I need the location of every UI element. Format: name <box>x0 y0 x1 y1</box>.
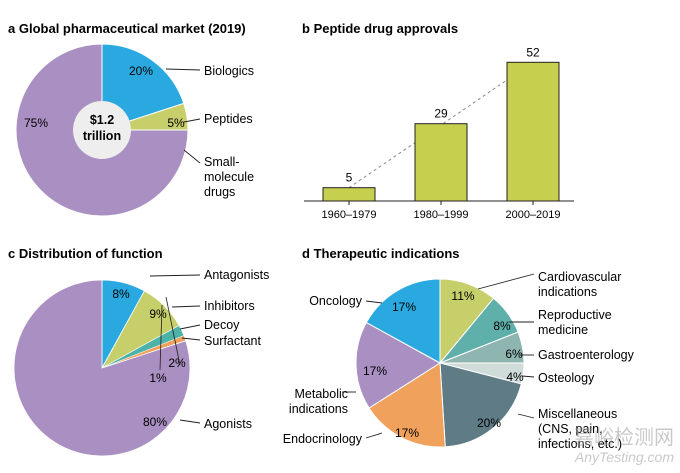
bar-b-category-label-2: 1980–1999 <box>413 209 468 221</box>
pie-d-pct-osteology: 4% <box>506 370 524 384</box>
pie-a-pct-small-molecule: 75% <box>24 116 48 130</box>
label-a-small-molecule-3: drugs <box>204 185 235 199</box>
leader-a-peptides <box>183 118 201 123</box>
label-d-gastroenterology: Gastroenterology <box>538 348 635 362</box>
bar-b-value-label-2: 29 <box>434 107 448 121</box>
panel-a: a Global pharmaceutical market (2019) $1… <box>8 21 254 217</box>
pie-d-pct-metabolic: 17% <box>363 364 387 378</box>
bar-b-2 <box>414 123 468 202</box>
label-d-reproductive-2: medicine <box>538 323 588 337</box>
leader-a-small-molecule <box>183 149 201 164</box>
label-d-metabolic-1: Metabolic <box>295 387 349 401</box>
pie-a-center-value: $1.2 <box>90 113 114 127</box>
pie-d-slice-endocrinology <box>368 362 446 448</box>
label-c-inhibitors: Inhibitors <box>204 299 255 313</box>
bar-b-tick-marks: 1960–1979 1980–1999 2000–2019 <box>321 201 561 221</box>
label-a-biologics: Biologics <box>204 64 254 78</box>
pie-d-pct-gastroenterology: 6% <box>505 347 523 361</box>
panel-a-title: a Global pharmaceutical market (2019) <box>8 21 246 36</box>
leader-d-cardiovascular <box>477 273 535 290</box>
leader-d-endocrinology <box>365 432 383 439</box>
label-d-miscellaneous-3: infections, etc.) <box>538 437 622 451</box>
panel-d: d Therapeutic indications 11% 8% 6% 4% 2… <box>283 246 635 451</box>
panel-b: b Peptide drug approvals 5 29 52 1960–1979… <box>302 21 574 221</box>
pie-a-pct-biologics: 20% <box>129 64 153 78</box>
label-a-small-molecule-2: molecule <box>204 170 254 184</box>
pie-a-center-unit: trillion <box>83 129 121 143</box>
pie-d-slice-metabolic <box>355 321 441 409</box>
label-d-miscellaneous-2: (CNS, pain, <box>538 422 603 436</box>
bar-b-value-label-3: 52 <box>526 45 540 59</box>
panel-c-pie: 8% 9% 2% 1% 80% <box>13 279 191 457</box>
label-c-surfactant: Surfactant <box>204 334 262 348</box>
leader-c-decoy-pct <box>165 296 181 366</box>
label-d-cardiovascular-1: Cardiovascular <box>538 270 621 284</box>
label-c-antagonists: Antagonists <box>204 268 269 282</box>
bar-b-3 <box>506 61 560 202</box>
label-d-osteology: Osteology <box>538 371 595 385</box>
label-a-small-molecule-1: Small- <box>204 155 239 169</box>
pie-c-pct-decoy: 2% <box>168 356 186 370</box>
leader-d-miscellaneous <box>517 413 535 419</box>
bar-b-marks: 5 29 52 <box>322 45 560 202</box>
label-a-peptides: Peptides <box>204 112 253 126</box>
pie-d-pct-miscellaneous: 20% <box>477 416 501 430</box>
pie-a-slice-biologics <box>101 43 185 131</box>
leader-c-surfactant <box>181 337 201 341</box>
leader-c-surfactant-pct <box>159 304 163 371</box>
leader-c-agonists <box>179 419 201 424</box>
leader-a-biologics <box>165 68 201 71</box>
label-d-cardiovascular-2: indications <box>538 285 597 299</box>
leader-c-antagonists <box>149 274 201 277</box>
panel-d-pie: 11% 8% 6% 4% 20% 17% 17% 17% <box>355 278 525 448</box>
leader-d-osteology <box>521 375 535 378</box>
leader-c-inhibitors <box>171 305 201 308</box>
bar-b-category-label-1: 1960–1979 <box>321 209 376 221</box>
bar-b-value-label-1: 5 <box>346 171 353 185</box>
label-d-miscellaneous-1: Miscellaneous <box>538 407 617 421</box>
bar-b-trend-line <box>348 61 534 189</box>
leader-c-decoy <box>179 324 201 330</box>
panel-b-title: b Peptide drug approvals <box>302 21 458 36</box>
pie-d-slice-oncology <box>365 278 441 364</box>
leader-d-oncology <box>365 300 383 304</box>
watermark: 嘉峪检测网 AnyTesting.com <box>574 426 674 465</box>
panel-c-title: c Distribution of function <box>8 246 163 261</box>
pie-a-pct-peptides: 5% <box>167 116 185 130</box>
pie-c-pct-inhibitors: 9% <box>149 307 167 321</box>
bar-b-category-label-3: 2000–2019 <box>505 209 560 221</box>
label-d-reproductive-1: Reproductive <box>538 308 612 322</box>
pie-d-pct-cardiovascular: 11% <box>451 289 474 303</box>
pie-d-pct-endocrinology: 17% <box>395 426 419 440</box>
label-d-oncology: Oncology <box>309 294 363 308</box>
pie-c-pct-surfactant: 1% <box>149 371 167 385</box>
watermark-cn: 嘉峪检测网 <box>574 426 674 449</box>
pie-c-pct-antagonists: 8% <box>112 287 130 301</box>
pie-d-pct-reproductive: 8% <box>493 319 511 333</box>
pie-a-slice-small-molecule <box>15 43 189 217</box>
watermark-en: AnyTesting.com <box>574 449 674 465</box>
panel-a-pie: $1.2 trillion 20% 5% 75% <box>15 43 189 217</box>
panel-c: c Distribution of function 8% 9% 2% 1% 8… <box>8 246 269 457</box>
pie-a-center-disc <box>73 101 131 159</box>
pie-c-pct-agonists: 80% <box>143 415 167 429</box>
pie-d-slice-miscellaneous <box>439 362 522 448</box>
label-d-metabolic-2: indications <box>289 402 348 416</box>
label-c-decoy: Decoy <box>204 318 240 332</box>
label-d-endocrinology: Endocrinology <box>283 432 363 446</box>
panel-d-title: d Therapeutic indications <box>302 246 460 261</box>
pie-d-pct-oncology: 17% <box>392 300 416 314</box>
label-c-agonists: Agonists <box>204 417 252 431</box>
bar-b-1 <box>322 187 376 202</box>
pie-c-slice-agonists <box>13 279 191 457</box>
